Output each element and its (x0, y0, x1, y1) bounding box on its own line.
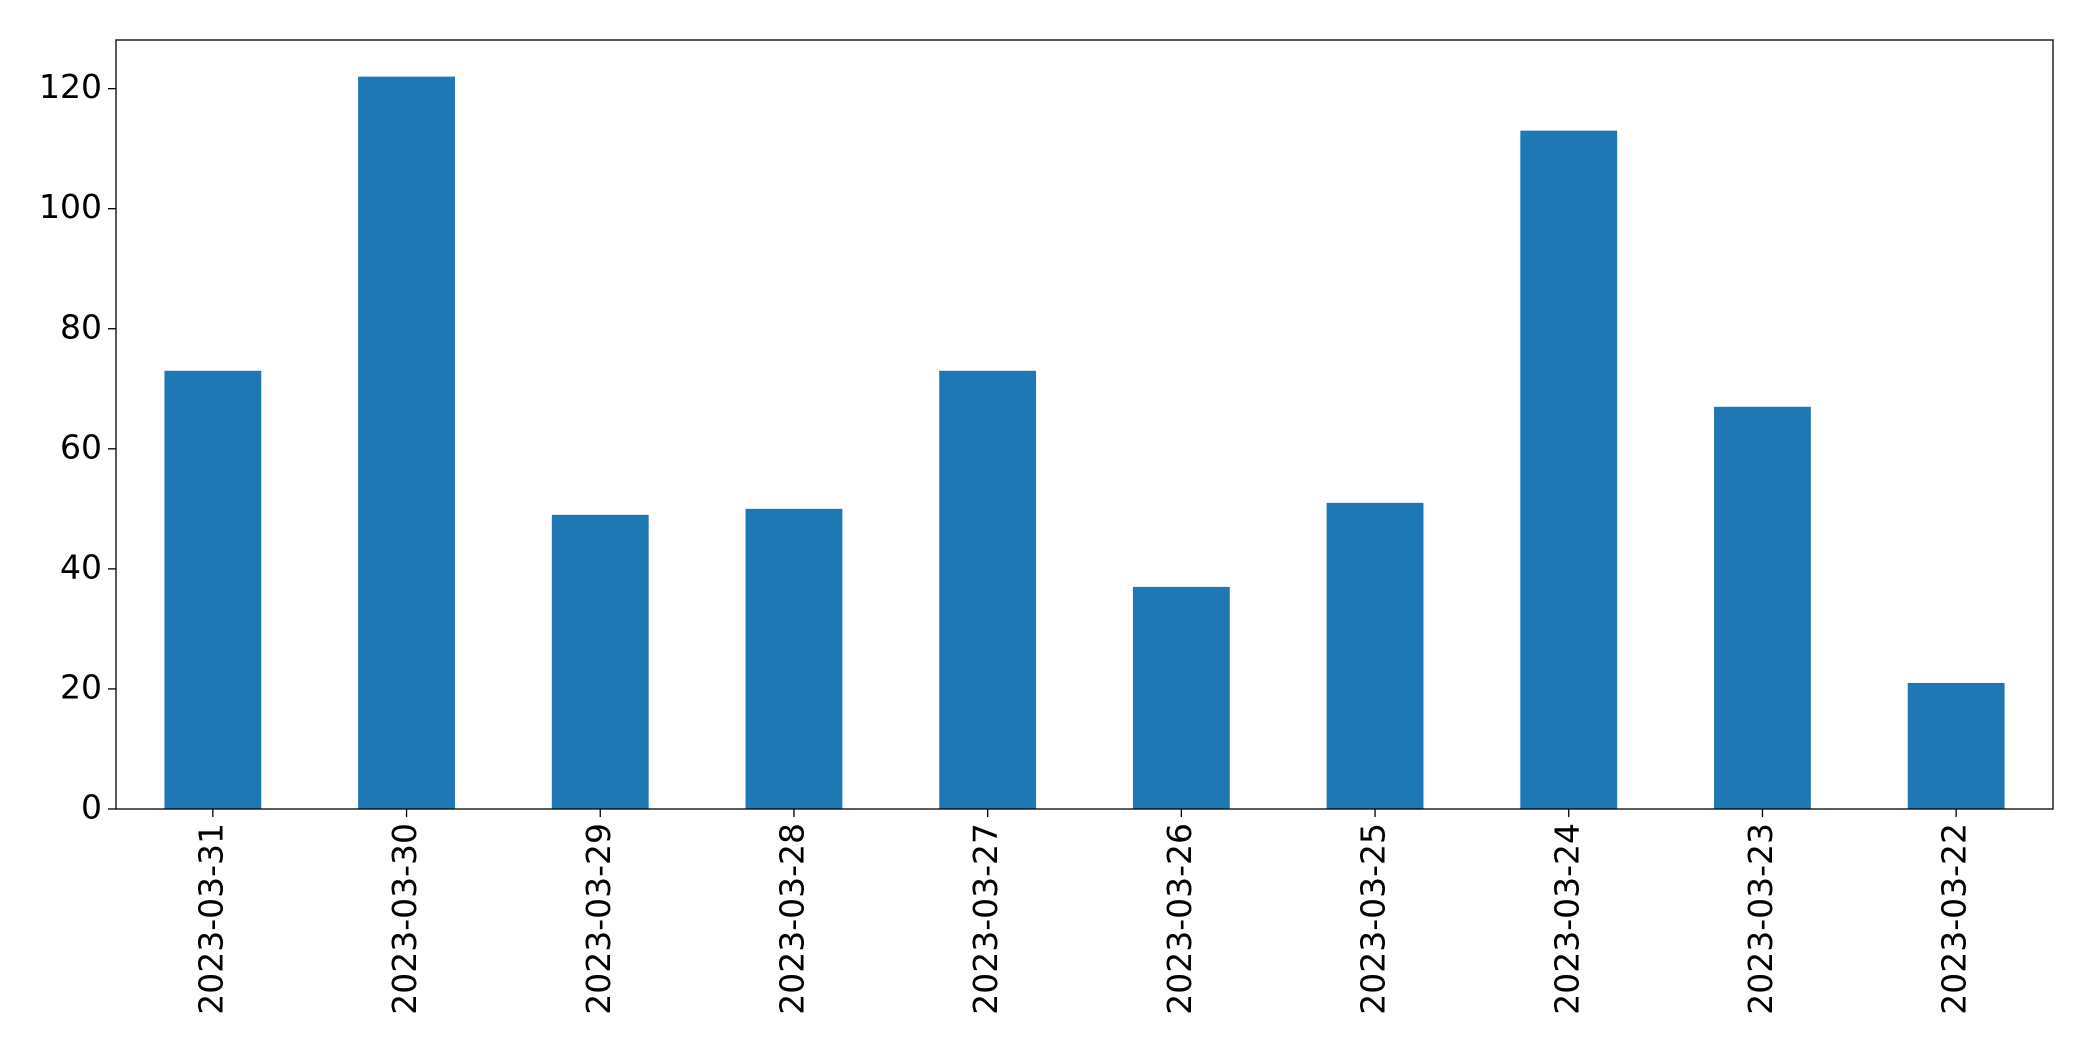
bar (939, 370, 1037, 809)
y-tick-label: 60 (60, 427, 102, 466)
x-tick-label: 2023-03-25 (1354, 823, 1393, 1015)
y-tick-label: 20 (60, 667, 102, 706)
bar (1907, 682, 2005, 809)
bar (745, 508, 843, 809)
bar (1520, 130, 1618, 809)
x-tick-label: 2023-03-23 (1741, 823, 1780, 1015)
bar (1714, 406, 1811, 809)
y-tick-label: 0 (81, 788, 102, 827)
bar (551, 514, 649, 809)
x-tick-label: 2023-03-29 (579, 823, 618, 1015)
y-tick-label: 120 (39, 67, 102, 106)
bar (1132, 586, 1230, 809)
bar (358, 76, 455, 810)
y-tick-label: 100 (39, 187, 102, 226)
x-tick-label: 2023-03-31 (191, 823, 230, 1015)
y-tick-label: 40 (60, 547, 102, 586)
x-tick-label: 2023-03-26 (1160, 823, 1199, 1015)
x-tick-label: 2023-03-22 (1935, 823, 1974, 1015)
bar (164, 370, 262, 809)
y-tick-label: 80 (60, 307, 102, 346)
plot-frame (115, 39, 2054, 810)
bar (1326, 502, 1424, 809)
x-tick-label: 2023-03-28 (772, 823, 811, 1015)
x-tick-label: 2023-03-24 (1547, 823, 1586, 1015)
x-tick-label: 2023-03-30 (385, 823, 424, 1015)
x-tick-label: 2023-03-27 (966, 823, 1005, 1015)
